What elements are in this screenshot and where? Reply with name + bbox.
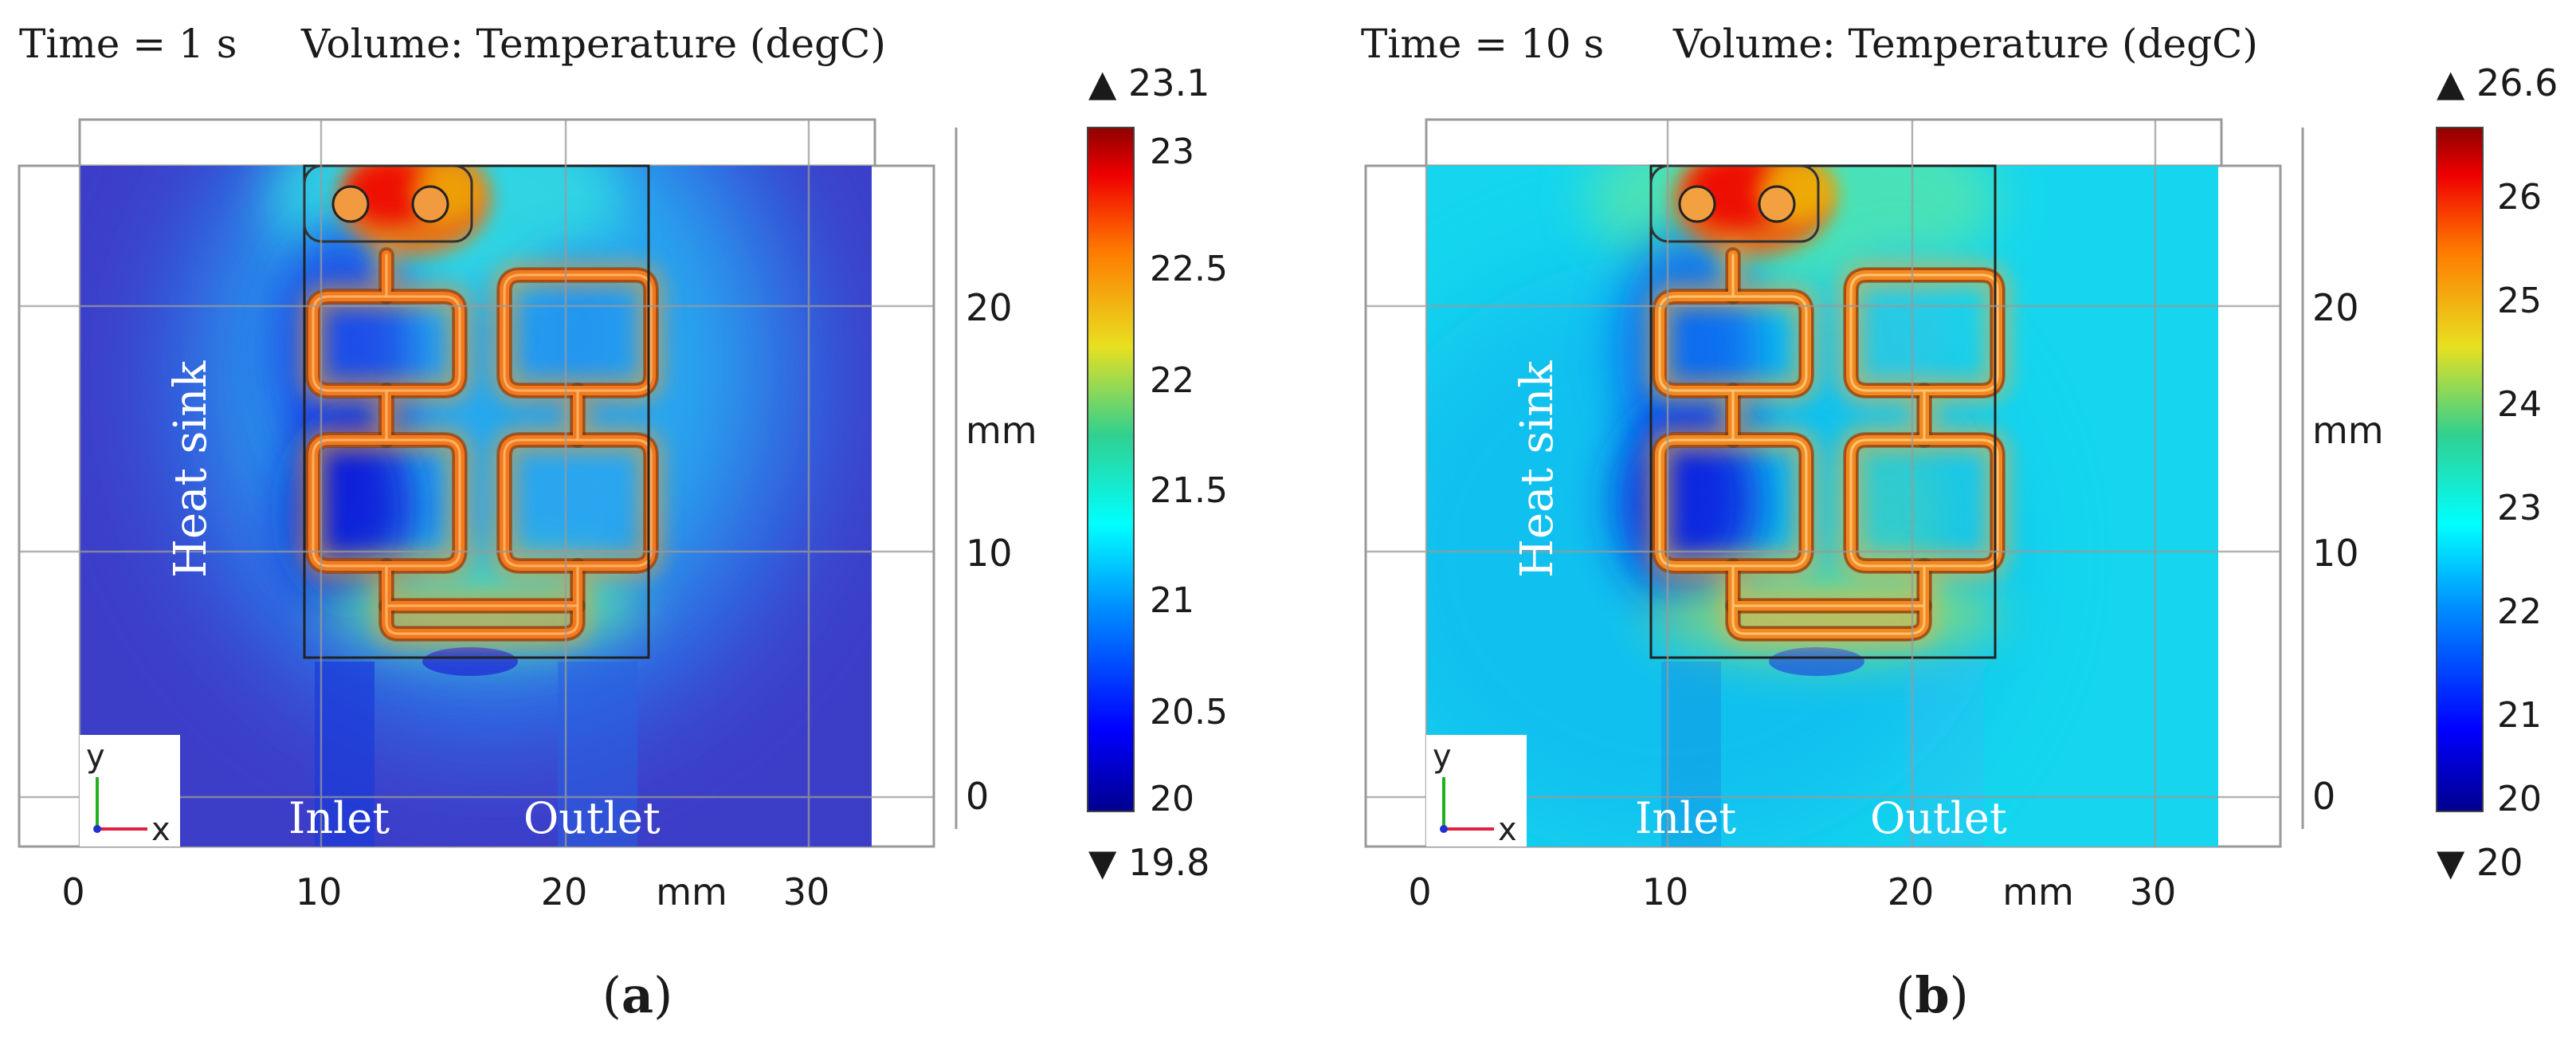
panel-a-axis-triad: y x bbox=[80, 735, 180, 848]
panel-b-colorbar-tick-25: 25 bbox=[2497, 281, 2542, 321]
panel-a-ytick-0: 0 bbox=[966, 775, 989, 818]
panel-b-inlet-label: Inlet bbox=[1635, 793, 1736, 843]
panel-a-colorbar-tick-20: 20 bbox=[1150, 779, 1194, 819]
panel-a-colorbar-max: ▲ 23.1 bbox=[1088, 61, 1210, 104]
panel-b-caption: (b) bbox=[1896, 966, 1969, 1024]
panel-b-time: Time = 10 s bbox=[1361, 21, 1604, 67]
panel-b-colorbar-tick-21: 21 bbox=[2497, 695, 2542, 736]
panel-a-xtick-30: 30 bbox=[783, 870, 830, 913]
panel-b-colorbar: ▲ 26.6 26 25 24 23 22 21 20 ▼ 20 bbox=[2436, 61, 2558, 884]
panel-b-xtick-20: 20 bbox=[1888, 870, 1935, 913]
panel-a-colorbar-tick-20-5: 20.5 bbox=[1150, 692, 1228, 733]
panel-a-xtick-10: 10 bbox=[296, 870, 343, 913]
panel-b-ytick-10: 10 bbox=[2312, 532, 2359, 575]
panel-b-colorbar-tick-26: 26 bbox=[2497, 177, 2542, 218]
panel-a-xtick-0: 0 bbox=[61, 870, 84, 913]
panel-b-colorbar-min: ▼ 20 bbox=[2437, 841, 2523, 884]
panel-b-ytick-0: 0 bbox=[2312, 775, 2335, 818]
panel-a: Time = 1 s Volume: Temperature (degC) bbox=[18, 21, 1228, 1024]
panel-a-caption: (a) bbox=[602, 966, 673, 1024]
panel-b-xtick-0: 0 bbox=[1408, 870, 1431, 913]
panel-b-ytick-unit: mm bbox=[2312, 409, 2384, 452]
panel-b-heat-sink-label: Heat sink bbox=[1511, 360, 1563, 578]
panel-a-caption-letter: a bbox=[621, 966, 653, 1024]
panel-b-axis-triad: y x bbox=[1426, 735, 1527, 848]
panel-b-ytick-20: 20 bbox=[2312, 286, 2359, 329]
panel-b-axis-y: y bbox=[1433, 738, 1452, 775]
panel-b-colorbar-tick-20: 20 bbox=[2497, 779, 2542, 819]
panel-b-xtick-unit: mm bbox=[2002, 870, 2074, 913]
panel-b-axis-x: x bbox=[1498, 811, 1517, 848]
panel-a-ytick-20: 20 bbox=[966, 286, 1013, 329]
panel-a-colorbar: ▲ 23.1 23 22.5 22 21.5 21 20.5 20 ▼ 19.8 bbox=[1087, 61, 1228, 884]
panel-b-volume: Volume: Temperature (degC) bbox=[1672, 21, 2258, 67]
panel-b-colorbar-tick-24: 24 bbox=[2497, 384, 2542, 425]
panel-b-outlet-label: Outlet bbox=[1870, 793, 2007, 843]
panel-a-ytick-unit: mm bbox=[966, 409, 1037, 452]
panel-a-inlet-label: Inlet bbox=[288, 793, 390, 843]
panel-b-caption-letter: b bbox=[1915, 966, 1949, 1024]
panel-a-colorbar-tick-21-5: 21.5 bbox=[1150, 470, 1228, 511]
panel-a-outlet-label: Outlet bbox=[523, 793, 661, 843]
panel-a-axis-y: y bbox=[86, 738, 105, 775]
panel-a-time: Time = 1 s bbox=[19, 21, 237, 67]
panel-a-colorbar-tick-22-5: 22.5 bbox=[1150, 249, 1228, 289]
panel-a-volume: Volume: Temperature (degC) bbox=[300, 21, 886, 67]
panel-a-axis-x: x bbox=[151, 811, 171, 848]
panel-b-colorbar-tick-23: 23 bbox=[2497, 488, 2542, 528]
panel-a-xtick-20: 20 bbox=[541, 870, 588, 913]
panel-a-colorbar-tick-21: 21 bbox=[1150, 580, 1194, 621]
panel-b-xtick-30: 30 bbox=[2130, 870, 2177, 913]
panel-b: Time = 10 s Volume: Temperature (degC) bbox=[1361, 21, 2558, 1024]
panel-b-colorbar-max: ▲ 26.6 bbox=[2437, 61, 2558, 104]
panel-a-ytick-10: 10 bbox=[966, 532, 1013, 575]
panel-a-colorbar-min: ▼ 19.8 bbox=[1088, 841, 1210, 884]
panel-b-xtick-10: 10 bbox=[1642, 870, 1689, 913]
panel-a-heat-sink-label: Heat sink bbox=[165, 360, 217, 578]
panel-b-colorbar-tick-22: 22 bbox=[2497, 591, 2542, 632]
panel-a-colorbar-tick-22: 22 bbox=[1150, 360, 1194, 401]
panel-a-xtick-unit: mm bbox=[656, 870, 727, 913]
panel-a-colorbar-tick-23: 23 bbox=[1150, 132, 1194, 172]
